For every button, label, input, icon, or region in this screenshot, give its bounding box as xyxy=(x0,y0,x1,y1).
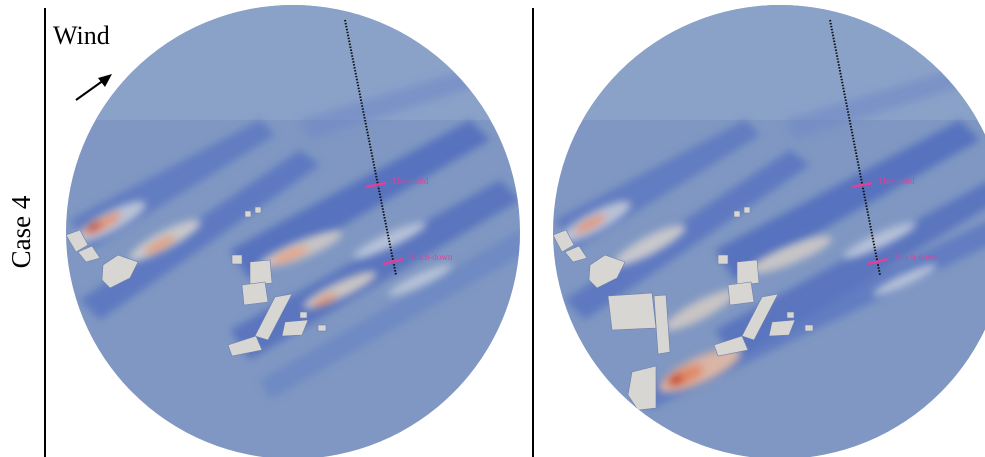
glide-path-line-left xyxy=(344,19,397,276)
touchdown-marker-left xyxy=(382,257,404,266)
velocity-hotspots-right xyxy=(559,201,937,393)
buildings-right xyxy=(553,206,814,411)
touchdown-label-right: Touch-down xyxy=(893,252,939,262)
threshold-label-left: Threshold xyxy=(392,176,429,186)
flow-field-panel-right: Threshold Touch-down xyxy=(553,5,985,457)
velocity-hotspots-left xyxy=(74,201,452,309)
buildings-left xyxy=(66,206,327,357)
touchdown-marker-right xyxy=(867,257,889,266)
flow-field-panel-left: Threshold Touch-down xyxy=(66,5,520,457)
wind-direction-arrow-icon xyxy=(75,74,112,101)
wind-label: Wind xyxy=(53,21,110,50)
threshold-marker-left xyxy=(365,181,387,189)
outer-flow-region xyxy=(553,5,985,120)
threshold-marker-right xyxy=(851,181,873,189)
outer-flow-region xyxy=(66,5,520,120)
threshold-label-right: Threshold xyxy=(878,176,915,186)
glide-path-line-right xyxy=(829,19,881,276)
row-label-case: Case 4 xyxy=(6,195,36,268)
touchdown-label-left: Touch-down xyxy=(407,252,453,262)
